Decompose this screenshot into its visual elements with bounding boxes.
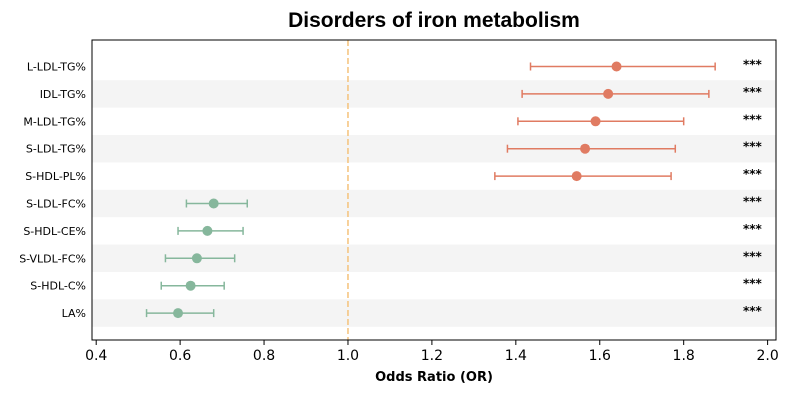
significance-label: *** xyxy=(743,112,763,126)
or-point xyxy=(571,171,582,182)
x-tick-label: 2.0 xyxy=(756,348,778,364)
y-tick-labels: L-LDL-TG% IDL-TG% M-LDL-TG% S-LDL-TG% S-HDL-… xyxy=(19,61,86,321)
y-tick-label: L-LDL-TG% xyxy=(27,61,86,74)
x-tick-label: 1.2 xyxy=(421,348,443,364)
or-point xyxy=(611,61,622,72)
chart-title: Disorders of iron metabolism xyxy=(288,9,580,32)
or-point xyxy=(580,143,591,154)
y-tick-label: S-HDL-CE% xyxy=(23,225,86,238)
or-point xyxy=(191,253,202,264)
y-tick-label: S-LDL-FC% xyxy=(26,198,86,211)
x-tick-label: 1.6 xyxy=(589,348,611,364)
x-tick-label: 1.0 xyxy=(337,348,359,364)
significance-label: *** xyxy=(743,304,763,318)
significance-label: *** xyxy=(743,58,763,72)
significance-label: *** xyxy=(743,140,763,154)
x-tick-label: 0.8 xyxy=(253,348,275,364)
x-tick-label: 0.6 xyxy=(169,348,191,364)
y-tick-label: LA% xyxy=(62,307,86,320)
data-points xyxy=(173,61,622,319)
or-point xyxy=(603,88,614,99)
y-tick-label: S-HDL-C% xyxy=(30,280,86,293)
significance-label: *** xyxy=(743,277,763,291)
x-axis-label: Odds Ratio (OR) xyxy=(375,370,493,385)
significance-label: *** xyxy=(743,195,763,209)
or-point xyxy=(202,225,213,236)
x-tick-label: 1.4 xyxy=(505,348,527,364)
significance-label: *** xyxy=(743,167,763,181)
x-tick-label: 0.4 xyxy=(85,348,107,364)
y-tick-label: M-LDL-TG% xyxy=(23,115,86,128)
x-tick-label: 1.8 xyxy=(673,348,695,364)
y-tick-label: IDL-TG% xyxy=(40,88,86,101)
significance-label: *** xyxy=(743,85,763,99)
significance-label: *** xyxy=(743,249,763,263)
y-tick-label: S-LDL-TG% xyxy=(26,143,86,156)
significance-labels: *** *** *** *** *** *** *** *** *** *** xyxy=(743,58,763,319)
y-tick-label: S-HDL-PL% xyxy=(25,170,86,183)
or-point xyxy=(590,116,601,127)
significance-label: *** xyxy=(743,222,763,236)
plot-frame xyxy=(91,39,777,341)
y-tick-label: S-VLDL-FC% xyxy=(19,252,86,265)
or-point xyxy=(173,308,184,319)
or-point xyxy=(185,280,196,291)
x-axis: 0.4 0.6 0.8 1.0 1.2 1.4 1.6 1.8 2.0 xyxy=(85,340,779,364)
or-point xyxy=(208,198,219,209)
